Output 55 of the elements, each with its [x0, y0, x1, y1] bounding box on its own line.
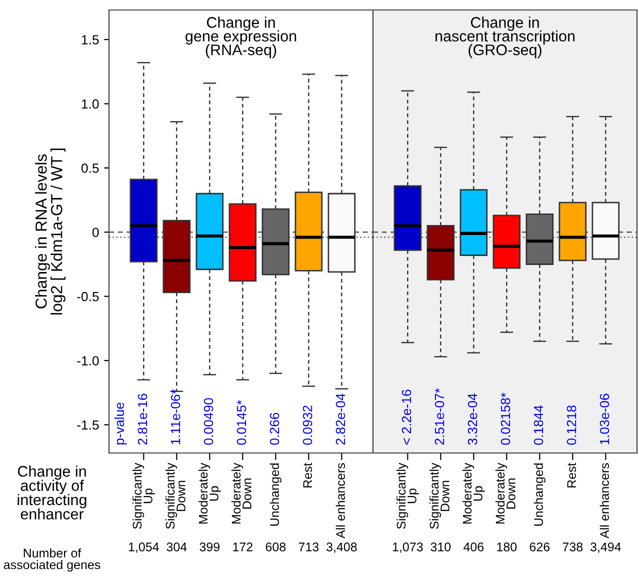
text: Number of associated genes — [4, 548, 100, 572]
text: 406 — [464, 542, 484, 552]
annotation: < 2.2e-16 — [402, 390, 412, 445]
text: 1,073 — [392, 542, 423, 553]
annotation: 0.0932 — [302, 406, 312, 445]
x-tick-label: Significantly Up — [396, 462, 419, 529]
annotation: p-value — [114, 402, 127, 444]
text: 3,408 — [326, 542, 357, 553]
x-tick-label: Unchanged — [534, 464, 546, 526]
text: 713 — [298, 542, 319, 552]
text: 172 — [233, 542, 252, 552]
y-tick-label: 1.0 — [82, 99, 99, 109]
x-tick-label: Rest — [567, 462, 576, 488]
y-axis-title: Change in RNA levels log2 [ Kdm1a-GT / WT ] — [35, 148, 66, 314]
y-tick-label: 0 — [92, 228, 99, 238]
x-tick-label: Moderately Down — [231, 462, 252, 524]
x-tick-label: Significantly Up — [132, 462, 155, 529]
annotation: 0.1218 — [566, 406, 576, 445]
text: 304 — [166, 542, 187, 552]
annotation: 3.32e-04 — [468, 394, 478, 445]
y-tick-label: -0.5 — [77, 292, 99, 302]
x-tick-label: Significantly Down — [165, 462, 186, 529]
text: 626 — [530, 542, 550, 552]
y-tick-label: -1.5 — [77, 420, 99, 430]
x-axis-title: Change in activity of interacting enhancer — [18, 466, 86, 520]
x-tick-label: All enhancers — [336, 463, 346, 538]
annotation: 1.03e-06 — [600, 394, 610, 444]
x-tick-label: Moderately Down — [495, 462, 516, 524]
annotation: 0.00490 — [204, 398, 214, 445]
x-tick-label: Significantly Down — [429, 462, 450, 529]
annotation: 2.82e-04 — [336, 394, 346, 445]
text: 310 — [430, 542, 451, 552]
x-tick-label: Unchanged — [270, 464, 282, 526]
x-tick-label: All enhancers — [600, 463, 610, 538]
text: 1,054 — [128, 542, 159, 553]
annotation: 0.02158* — [500, 392, 510, 445]
text: 399 — [200, 542, 220, 552]
x-tick-label: Rest — [303, 462, 312, 488]
text: Change in gene expression (RNA-seq) — [186, 16, 296, 58]
annotation: 2.51e-07* — [434, 388, 444, 445]
annotation: 0.0145* — [236, 400, 246, 445]
annotation: 2.81e-16 — [138, 394, 148, 445]
x-tick-label: Moderately Up — [462, 462, 485, 524]
text: 738 — [562, 542, 583, 552]
text: 3,494 — [590, 542, 621, 553]
y-tick-label: -1.0 — [77, 356, 99, 366]
annotation: 0.1844 — [534, 405, 544, 445]
y-tick-label: 0.5 — [81, 164, 99, 173]
y-tick-label: 1.5 — [82, 35, 99, 44]
text: 608 — [266, 542, 286, 552]
annotation: 1.11e-06* — [170, 389, 180, 444]
annotation: 0.266 — [270, 412, 280, 445]
x-tick-label: Moderately Up — [198, 462, 221, 524]
text: 180 — [497, 542, 517, 552]
text: Change in nascent transcription (GRO-seq) — [436, 16, 574, 58]
